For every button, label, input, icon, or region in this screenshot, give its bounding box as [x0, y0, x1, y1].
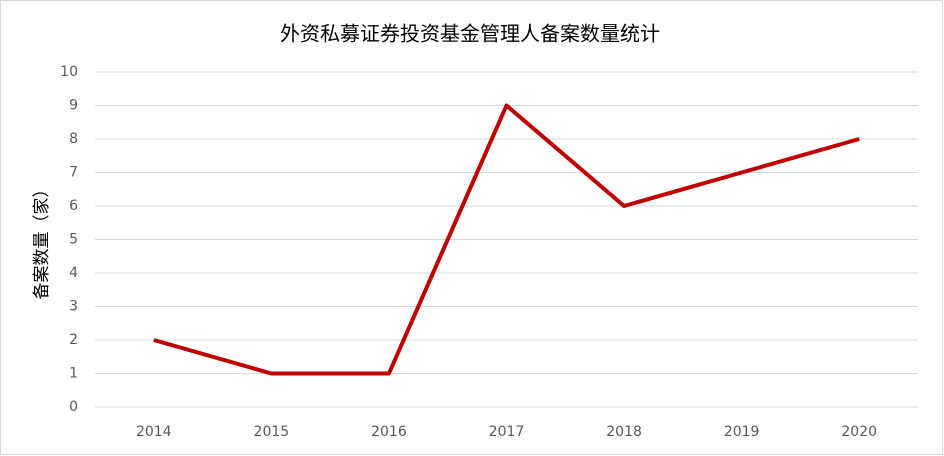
- y-tick-label: 9: [69, 98, 78, 114]
- y-tick-label: 10: [60, 64, 78, 80]
- y-tick-label: 3: [69, 299, 78, 315]
- data-line: [153, 103, 860, 376]
- y-tick-label: 7: [69, 165, 78, 181]
- x-tick-label: 2017: [489, 424, 525, 440]
- y-tick-label: 6: [69, 198, 78, 214]
- x-tick-label: 2018: [606, 424, 642, 440]
- chart-title: 外资私募证券投资基金管理人备案数量统计: [280, 22, 660, 46]
- x-tick-label: 2019: [724, 424, 760, 440]
- y-tick-label: 2: [69, 332, 78, 348]
- x-tick-label: 2014: [136, 424, 172, 440]
- y-tick-label: 0: [69, 399, 78, 415]
- y-tick-label: 5: [69, 232, 78, 248]
- x-tick-label: 2015: [254, 424, 290, 440]
- y-tick-label: 1: [69, 366, 78, 382]
- x-tick-label: 2020: [841, 424, 877, 440]
- y-tick-label: 4: [69, 265, 78, 281]
- y-tick-label: 8: [69, 131, 78, 147]
- y-axis-label: 备案数量（家）: [32, 181, 52, 300]
- x-tick-label: 2016: [371, 424, 407, 440]
